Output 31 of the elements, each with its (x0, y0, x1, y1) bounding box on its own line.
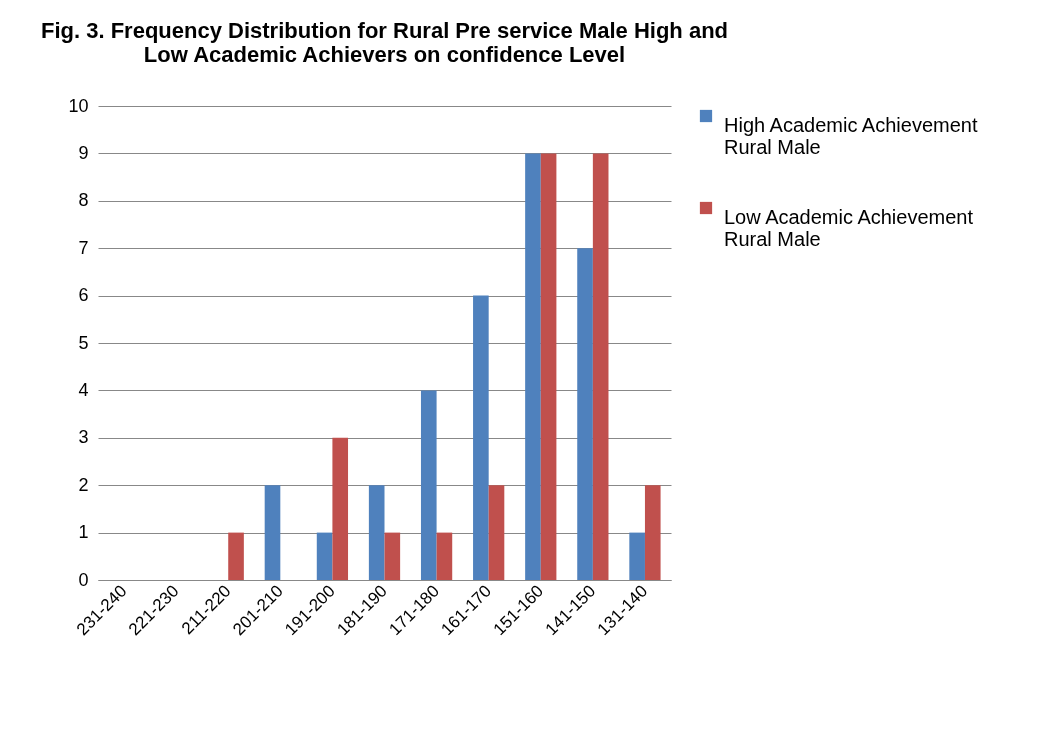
bar (540, 153, 557, 580)
legend-label: High Academic Achievement Rural Male (724, 114, 978, 158)
y-tick-label: 2 (78, 474, 89, 495)
y-tick-label: 8 (78, 190, 89, 211)
text: Fig. 3. Frequency Distribution for Rural Pre service Male High and (40, 18, 729, 43)
bar (473, 295, 489, 580)
text: Low Academic Achievers on confidence Level (143, 42, 626, 67)
y-tick-label: 6 (78, 285, 89, 306)
bar (629, 532, 645, 580)
bar (420, 390, 437, 580)
y-tick-label: 10 (68, 95, 89, 116)
y-tick-label: 3 (78, 427, 89, 448)
y-tick-label: 5 (78, 332, 89, 353)
bar (644, 485, 661, 580)
bar (264, 485, 281, 580)
y-tick-label: 9 (78, 142, 89, 163)
y-tick-label: 7 (78, 237, 89, 258)
bar (368, 485, 385, 580)
y-tick-label: 0 (78, 569, 89, 590)
bar (525, 153, 541, 580)
bar (488, 485, 505, 580)
bar (228, 532, 244, 580)
bar (577, 248, 593, 580)
y-tick-label: 4 (78, 379, 89, 400)
bar (332, 437, 349, 580)
bar (316, 532, 333, 580)
bar (384, 532, 401, 580)
bar (592, 153, 609, 580)
bar (436, 532, 453, 580)
y-tick-label: 1 (78, 522, 89, 543)
legend-label: Low Academic Achievement Rural Male (724, 206, 974, 250)
